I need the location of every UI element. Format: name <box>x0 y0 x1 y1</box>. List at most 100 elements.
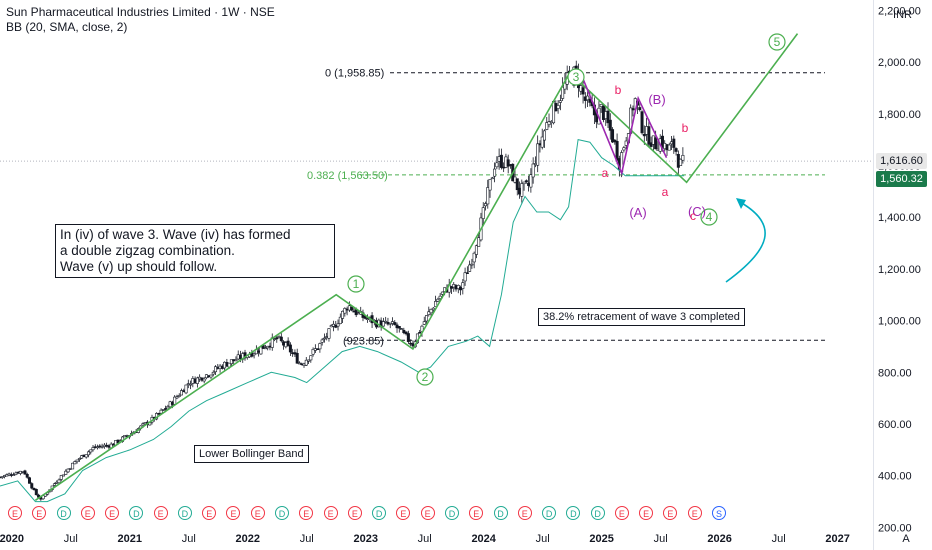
event-marker[interactable]: E <box>202 506 217 520</box>
candle-body <box>667 144 671 151</box>
candle-body <box>73 461 77 465</box>
event-marker[interactable]: D <box>177 506 192 520</box>
event-marker[interactable]: E <box>347 506 362 520</box>
candle-body <box>89 449 93 453</box>
candle-body <box>307 359 311 362</box>
event-marker[interactable]: D <box>275 506 290 520</box>
indicator-legend[interactable]: BB (20, SMA, close, 2) <box>6 20 128 34</box>
candle-body <box>0 476 4 478</box>
event-marker[interactable]: E <box>226 506 241 520</box>
candle-body <box>488 179 492 191</box>
event-marker[interactable]: E <box>517 506 532 520</box>
candle-body <box>341 310 345 319</box>
candle-body <box>202 378 206 382</box>
chart-header: Sun Pharmaceutical Industries Limited · … <box>6 5 275 35</box>
wave-label-1: 1 <box>353 277 360 291</box>
candle-body <box>545 122 549 130</box>
candle-body <box>640 111 644 134</box>
event-marker[interactable]: D <box>493 506 508 520</box>
x-tick-label: 2021 <box>118 533 142 545</box>
candle-body <box>166 406 170 409</box>
wave-label-4-circle <box>700 208 718 226</box>
event-marker[interactable]: E <box>32 506 47 520</box>
y-tick-label: 200.00 <box>878 522 912 534</box>
event-marker[interactable]: D <box>56 506 71 520</box>
projection-arrow <box>725 201 766 283</box>
wave-label-c-2: c <box>690 209 696 223</box>
last-price-tag: 1,616.60 <box>876 153 927 170</box>
candle-body <box>418 331 422 334</box>
candle-body <box>34 489 38 496</box>
y-tick-label: 600.00 <box>878 419 912 431</box>
candle-body <box>536 143 540 166</box>
candle-body <box>547 121 551 125</box>
event-marker[interactable]: E <box>153 506 168 520</box>
candle-body <box>295 352 299 364</box>
wave-label-5-circle <box>768 33 786 51</box>
x-tick-label: 2022 <box>236 533 260 545</box>
candle-body <box>422 321 426 325</box>
candle-body <box>320 339 324 343</box>
y-tick-label: 1,800.00 <box>878 109 921 121</box>
sub-wave-path <box>579 72 668 176</box>
x-tick-label: 2024 <box>471 533 496 545</box>
candle-body <box>461 282 465 289</box>
candle-body <box>179 390 183 396</box>
candle-body <box>343 308 347 314</box>
candle-body <box>164 408 168 410</box>
y-tick-label: 2,200.00 <box>878 5 921 17</box>
event-marker[interactable]: E <box>8 506 22 520</box>
event-marker[interactable]: S <box>712 506 726 520</box>
wave-label-C: (C) <box>688 204 706 219</box>
candle-body <box>434 301 438 307</box>
event-marker[interactable]: D <box>129 506 144 520</box>
candle-body <box>62 474 66 477</box>
currency-label[interactable]: INR <box>893 9 912 21</box>
event-marker[interactable]: E <box>469 506 484 520</box>
candle-body <box>189 383 193 386</box>
symbol-title[interactable]: Sun Pharmaceutical Industries Limited · … <box>6 5 275 19</box>
candle-body <box>674 148 678 152</box>
candle-body <box>524 180 528 183</box>
event-marker[interactable]: E <box>420 506 435 520</box>
candle-body <box>23 470 27 475</box>
candle-body <box>159 409 163 414</box>
event-marker[interactable]: E <box>105 506 120 520</box>
candle-body <box>429 308 433 314</box>
event-marker[interactable]: D <box>566 506 581 520</box>
candle-body <box>440 291 444 295</box>
candle-body <box>431 307 435 311</box>
event-marker[interactable]: D <box>372 506 387 520</box>
event-marker[interactable]: E <box>687 506 702 520</box>
event-marker[interactable]: D <box>590 506 605 520</box>
candle-body <box>472 252 476 263</box>
event-marker[interactable]: E <box>396 506 411 520</box>
candles <box>0 60 685 501</box>
retracement-note: 38.2% retracement of wave 3 completed <box>538 308 745 326</box>
candle-body <box>157 412 161 415</box>
candle-body <box>286 340 290 346</box>
event-marker[interactable]: D <box>542 506 557 520</box>
candle-body <box>493 168 497 177</box>
candle-body <box>211 371 215 375</box>
event-marker[interactable]: E <box>250 506 265 520</box>
candle-body <box>681 155 685 161</box>
candle-body <box>214 366 218 373</box>
candle-body <box>484 203 488 207</box>
event-marker[interactable]: D <box>444 506 459 520</box>
candle-body <box>384 320 388 323</box>
candle-body <box>506 159 510 167</box>
event-marker[interactable]: E <box>299 506 314 520</box>
wave-label-a-2: a <box>662 185 669 199</box>
commentary-line-1: In (iv) of wave 3. Wave (iv) has formed <box>60 227 291 242</box>
event-marker[interactable]: E <box>663 506 678 520</box>
candle-body <box>463 272 467 282</box>
event-marker[interactable]: E <box>614 506 629 520</box>
event-marker[interactable]: E <box>639 506 654 520</box>
y-tick-label: 1,400.00 <box>878 212 921 224</box>
x-tick-label: Jul <box>772 533 786 545</box>
candle-body <box>311 349 315 355</box>
wave-label-2: 2 <box>422 370 429 384</box>
event-marker[interactable]: E <box>80 506 95 520</box>
event-marker[interactable]: E <box>323 506 338 520</box>
